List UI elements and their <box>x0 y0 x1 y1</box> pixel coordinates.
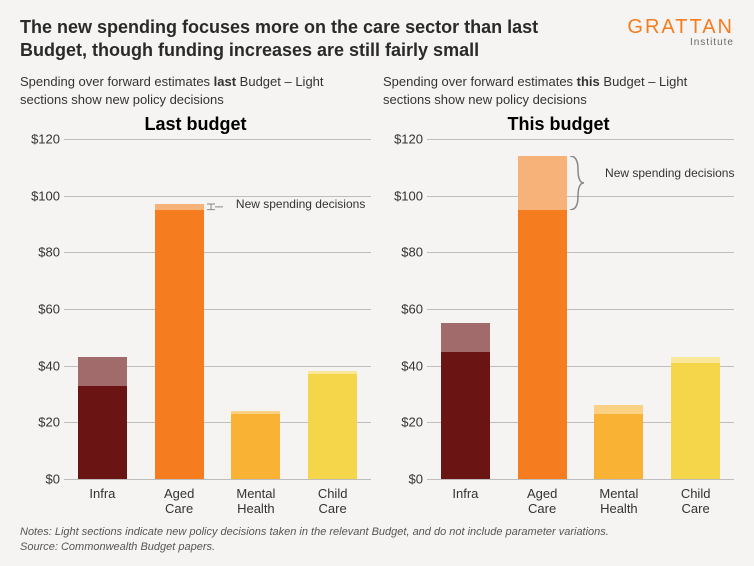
gridline <box>427 479 734 480</box>
x-axis-label: MentalHealth <box>218 487 295 517</box>
footer-notes: Notes: Light sections indicate new polic… <box>20 525 734 555</box>
logo: GRATTAN Institute <box>627 16 734 48</box>
bar-stack <box>441 323 490 479</box>
chart-title-this: This budget <box>383 114 734 135</box>
bar-segment-base <box>441 352 490 480</box>
bar-group: ChildCare <box>294 139 371 479</box>
bar-group: ChildCare <box>657 139 734 479</box>
y-axis-label: $20 <box>383 415 423 430</box>
y-axis-label: $120 <box>383 132 423 147</box>
header: The new spending focuses more on the car… <box>20 16 734 61</box>
y-axis-label: $100 <box>20 188 60 203</box>
x-axis-label: MentalHealth <box>581 487 658 517</box>
x-axis-label: AgedCare <box>141 487 218 517</box>
bar-segment-base <box>308 374 357 479</box>
x-axis-label: ChildCare <box>294 487 371 517</box>
y-axis-label: $60 <box>20 302 60 317</box>
brace-icon <box>568 156 586 210</box>
notes-text: Notes: Light sections indicate new polic… <box>20 525 734 540</box>
subtitle-bold: last <box>214 74 236 89</box>
bar-segment-new <box>518 156 567 210</box>
y-axis-label: $0 <box>20 472 60 487</box>
bar-stack <box>231 411 280 479</box>
chart-area-this: $0$20$40$60$80$100$120InfraAgedCareMenta… <box>383 139 734 479</box>
y-axis-label: $40 <box>20 358 60 373</box>
bar-group: AgedCare <box>141 139 218 479</box>
bar-segment-new <box>78 357 127 385</box>
y-axis-label: $40 <box>383 358 423 373</box>
panel-last-budget: Spending over forward estimates last Bud… <box>20 73 371 479</box>
bar-segment-base <box>594 414 643 479</box>
y-axis-label: $80 <box>383 245 423 260</box>
annotation-new-spending: New spending decisions <box>236 197 365 211</box>
bar-segment-base <box>155 210 204 479</box>
y-axis-label: $20 <box>20 415 60 430</box>
logo-main: GRATTAN <box>627 16 734 39</box>
bar-stack <box>518 156 567 479</box>
bar-segment-base <box>671 363 720 479</box>
bar-segment-new <box>441 323 490 351</box>
x-axis-label: Infra <box>427 487 504 502</box>
subtitle-this: Spending over forward estimates this Bud… <box>383 73 734 108</box>
subtitle-pre: Spending over forward estimates <box>383 74 577 89</box>
bar-segment-base <box>78 386 127 480</box>
y-axis-label: $0 <box>383 472 423 487</box>
y-axis-label: $80 <box>20 245 60 260</box>
bar-stack <box>155 204 204 479</box>
source-text: Source: Commonwealth Budget papers. <box>20 540 734 555</box>
annotation-new-spending: New spending decisions <box>605 166 734 180</box>
bar-segment-base <box>518 210 567 479</box>
bar-stack <box>594 405 643 479</box>
bar-segment-base <box>231 414 280 479</box>
bar-segment-new <box>594 405 643 414</box>
bar-stack <box>671 357 720 479</box>
subtitle-bold: this <box>577 74 600 89</box>
x-axis-label: ChildCare <box>657 487 734 517</box>
page-title: The new spending focuses more on the car… <box>20 16 627 61</box>
bar-group: MentalHealth <box>218 139 295 479</box>
subtitle-last: Spending over forward estimates last Bud… <box>20 73 371 108</box>
bar-stack <box>78 357 127 479</box>
subtitle-pre: Spending over forward estimates <box>20 74 214 89</box>
x-axis-label: AgedCare <box>504 487 581 517</box>
bar-group: Infra <box>64 139 141 479</box>
logo-sub: Institute <box>690 37 734 48</box>
y-axis-label: $120 <box>20 132 60 147</box>
panels: Spending over forward estimates last Bud… <box>20 73 734 479</box>
plot-this: $0$20$40$60$80$100$120InfraAgedCareMenta… <box>427 139 734 479</box>
y-axis-label: $60 <box>383 302 423 317</box>
bar-stack <box>308 371 357 479</box>
x-axis-label: Infra <box>64 487 141 502</box>
panel-this-budget: Spending over forward estimates this Bud… <box>383 73 734 479</box>
bars: InfraAgedCareMentalHealthChildCare <box>64 139 371 479</box>
y-axis-label: $100 <box>383 188 423 203</box>
chart-title-last: Last budget <box>20 114 371 135</box>
gridline <box>64 479 371 480</box>
chart-area-last: $0$20$40$60$80$100$120InfraAgedCareMenta… <box>20 139 371 479</box>
indicator-icon <box>205 202 225 212</box>
plot-last: $0$20$40$60$80$100$120InfraAgedCareMenta… <box>64 139 371 479</box>
bar-group: Infra <box>427 139 504 479</box>
bar-group: MentalHealth <box>581 139 658 479</box>
